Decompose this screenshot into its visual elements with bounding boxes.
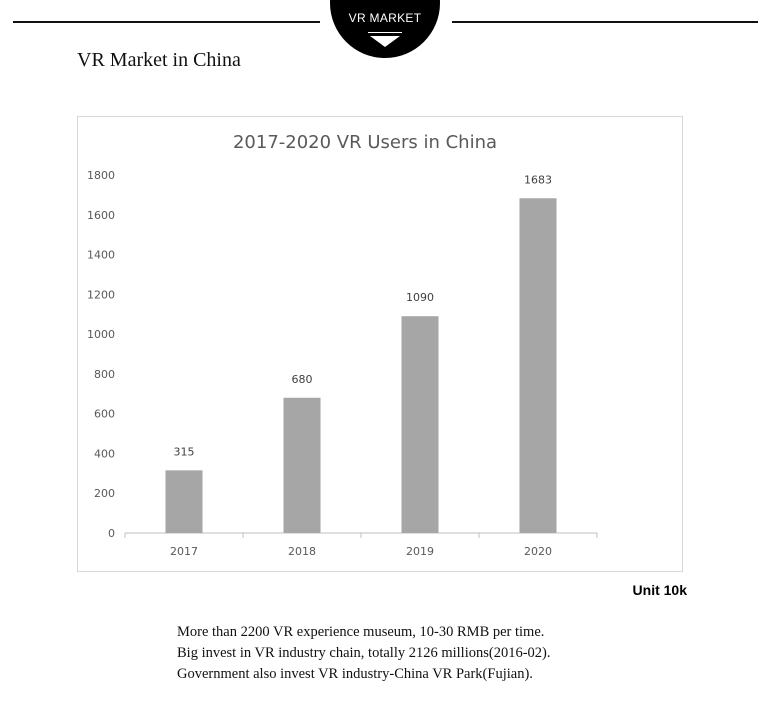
y-tick-label: 1600 (87, 209, 115, 222)
chart-title: 2017-2020 VR Users in China (233, 132, 497, 153)
y-tick-label: 1800 (87, 169, 115, 182)
unit-label: Unit 10k (632, 582, 687, 598)
note-line: Government also invest VR industry-China… (177, 666, 533, 682)
x-tick-label: 2018 (288, 545, 316, 558)
chart-frame: 2017-2020 VR Users in China 0 200 400 600 800… (77, 116, 683, 572)
y-tick-label: 800 (94, 368, 115, 381)
y-tick-label: 1400 (87, 249, 115, 262)
section-title: VR Market in China (77, 49, 241, 71)
x-tick-label: 2019 (406, 545, 434, 558)
section-badge: VR MARKET (330, 0, 440, 58)
badge-label: VR MARKET (348, 11, 422, 25)
note-line: Big invest in VR industry chain, totally… (177, 645, 551, 661)
badge-underline (368, 32, 402, 33)
bar-2020 (519, 198, 557, 533)
y-tick-label: 1200 (87, 288, 115, 301)
data-label: 1090 (406, 291, 434, 304)
bar-2019 (401, 316, 439, 533)
x-tick-label: 2017 (170, 545, 198, 558)
bar-2017 (165, 470, 203, 533)
data-label: 315 (174, 445, 195, 458)
y-tick-label: 600 (94, 408, 115, 421)
y-tick-label: 0 (108, 527, 115, 540)
bar-2018 (283, 397, 321, 533)
y-tick-label: 200 (94, 487, 115, 500)
data-label: 680 (292, 373, 313, 386)
x-tick-label: 2020 (524, 545, 552, 558)
note-line: More than 2200 VR experience museum, 10-… (177, 624, 545, 640)
y-tick-label: 1000 (87, 328, 115, 341)
header-rule-right (452, 21, 758, 23)
data-label: 1683 (524, 173, 552, 186)
bar-chart: 2017-2020 VR Users in China 0 200 400 600 800… (87, 132, 598, 558)
notes-block: More than 2200 VR experience museum, 10-… (177, 622, 551, 685)
header-rule-left (13, 21, 320, 23)
chevron-down-icon (370, 36, 400, 47)
y-tick-label: 400 (94, 447, 115, 460)
